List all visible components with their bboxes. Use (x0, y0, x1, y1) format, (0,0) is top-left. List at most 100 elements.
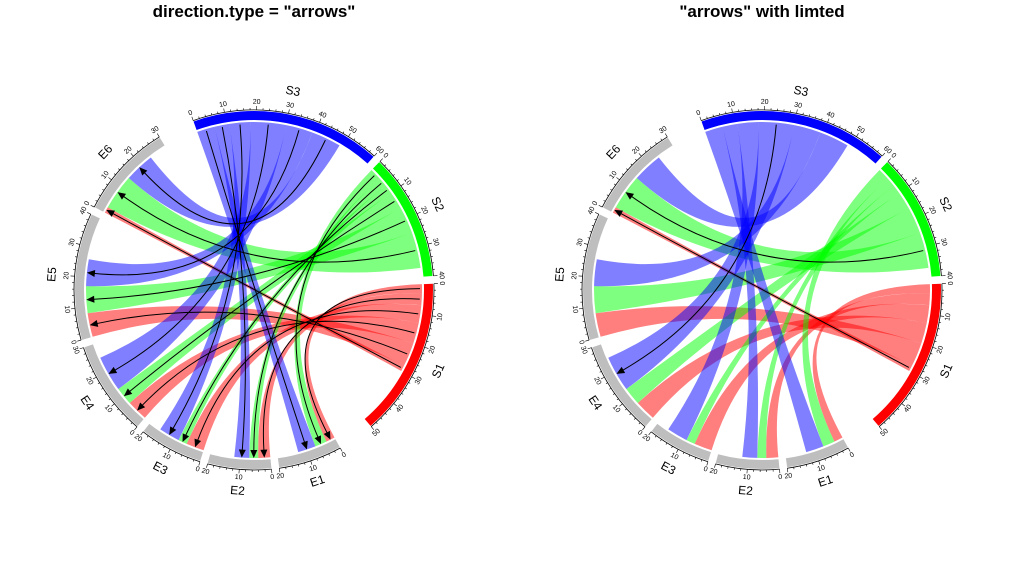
axis-tick (888, 417, 891, 420)
axis-tick (655, 142, 657, 145)
axis-tick (887, 158, 891, 162)
sector-label-S1: S1 (429, 361, 448, 380)
axis-tick (616, 398, 619, 401)
tick-label: 30 (431, 237, 440, 246)
axis-tick (930, 353, 933, 355)
axis-tick (630, 163, 633, 166)
sector-label-S1: S1 (937, 361, 956, 380)
axis-tick (180, 454, 183, 457)
axis-tick (654, 435, 657, 438)
axis-tick (706, 461, 709, 466)
tick-label: 0 (946, 281, 953, 285)
axis-tick (896, 169, 899, 171)
tick-label: 30 (939, 237, 948, 246)
arrow-S2-E3 (184, 190, 388, 437)
arrow-head (260, 449, 268, 458)
arrow-S3-E3 (171, 124, 243, 431)
arrow-S2-E1 (295, 175, 375, 439)
tick-label: 20 (428, 345, 437, 355)
axis-tick (671, 446, 673, 449)
axis-tick (712, 114, 714, 117)
axis-tick (422, 353, 425, 355)
axis-tick (86, 218, 89, 221)
axis-tick (384, 413, 387, 415)
axis-tick (325, 122, 327, 125)
axis-tick (87, 212, 91, 215)
axis-tick (393, 403, 397, 407)
arrow-head (106, 209, 116, 217)
axis-tick (136, 150, 139, 153)
axis-tick (408, 382, 411, 384)
arrow-head (194, 438, 202, 448)
axis-tick (815, 116, 817, 119)
axis-tick (191, 116, 194, 121)
axis-tick (427, 242, 432, 245)
axis-tick (419, 359, 423, 361)
tick-label: 30 (794, 102, 803, 110)
tick-label: 0 (636, 429, 644, 437)
axis-tick (97, 382, 100, 384)
axis-tick (101, 387, 104, 390)
arrow-S3-E4 (621, 124, 777, 372)
tick-label: 10 (436, 313, 444, 322)
axis-tick (616, 177, 620, 181)
axis-tick (605, 382, 608, 384)
axis-tick (587, 237, 590, 239)
axis-tick (81, 231, 84, 233)
axis-tick (924, 211, 929, 215)
link-S3-E1 (705, 126, 824, 453)
sector-label-E2: E2 (230, 483, 246, 498)
axis-tick (77, 339, 82, 342)
axis-tick (909, 392, 912, 395)
arrow-head (182, 433, 190, 443)
axis-tick (364, 145, 366, 148)
axis-tick (587, 347, 592, 350)
link-S2-E5 (85, 208, 412, 314)
sector-label-E6: E6 (95, 142, 115, 163)
axis-tick (206, 463, 208, 468)
sector-axis (591, 347, 646, 428)
axis-tick (118, 168, 121, 171)
axis-tick (369, 150, 371, 153)
sector-track-E1 (785, 439, 848, 468)
sector-track-S1 (872, 283, 941, 426)
tick-label: 40 (317, 111, 327, 120)
sector-track-E5 (582, 214, 608, 340)
axis-tick (648, 431, 652, 436)
axis-tick (105, 183, 108, 186)
sector-track-S2 (372, 162, 433, 277)
link-S3-E3 (668, 122, 759, 441)
axis-tick (95, 200, 98, 202)
axis-tick (912, 387, 915, 390)
axis-tick (396, 179, 399, 181)
axis-tick (353, 138, 356, 141)
tick-label: 0 (778, 474, 783, 481)
axis-tick (163, 446, 165, 449)
axis-tick (88, 365, 91, 367)
axis-tick (373, 152, 378, 157)
tick-label: 10 (608, 170, 618, 181)
axis-tick (156, 133, 160, 138)
sector-label-E1: E1 (308, 472, 327, 490)
sector-S3: 0 10 20 30 40 50 60 S3 (696, 83, 893, 164)
axis-tick (596, 365, 599, 367)
axis-tick (186, 457, 189, 460)
axis-tick (915, 195, 918, 197)
arrow-head (86, 269, 96, 277)
axis-tick (688, 454, 691, 457)
axis-tick (897, 408, 900, 410)
axis-tick (426, 340, 429, 342)
axis-tick (152, 439, 154, 442)
axis-tick (714, 463, 716, 468)
tick-label: 0 (889, 152, 897, 160)
tick-label: 10 (611, 404, 621, 415)
axis-tick (297, 464, 300, 467)
tick-label: 10 (944, 313, 952, 322)
axis-tick (925, 364, 928, 367)
tick-label: 40 (395, 403, 405, 414)
axis-tick (844, 128, 847, 131)
sector-label-S2: S2 (936, 195, 955, 215)
axis-tick (610, 189, 613, 191)
axis-tick (414, 370, 417, 373)
axis-tick (805, 464, 808, 467)
